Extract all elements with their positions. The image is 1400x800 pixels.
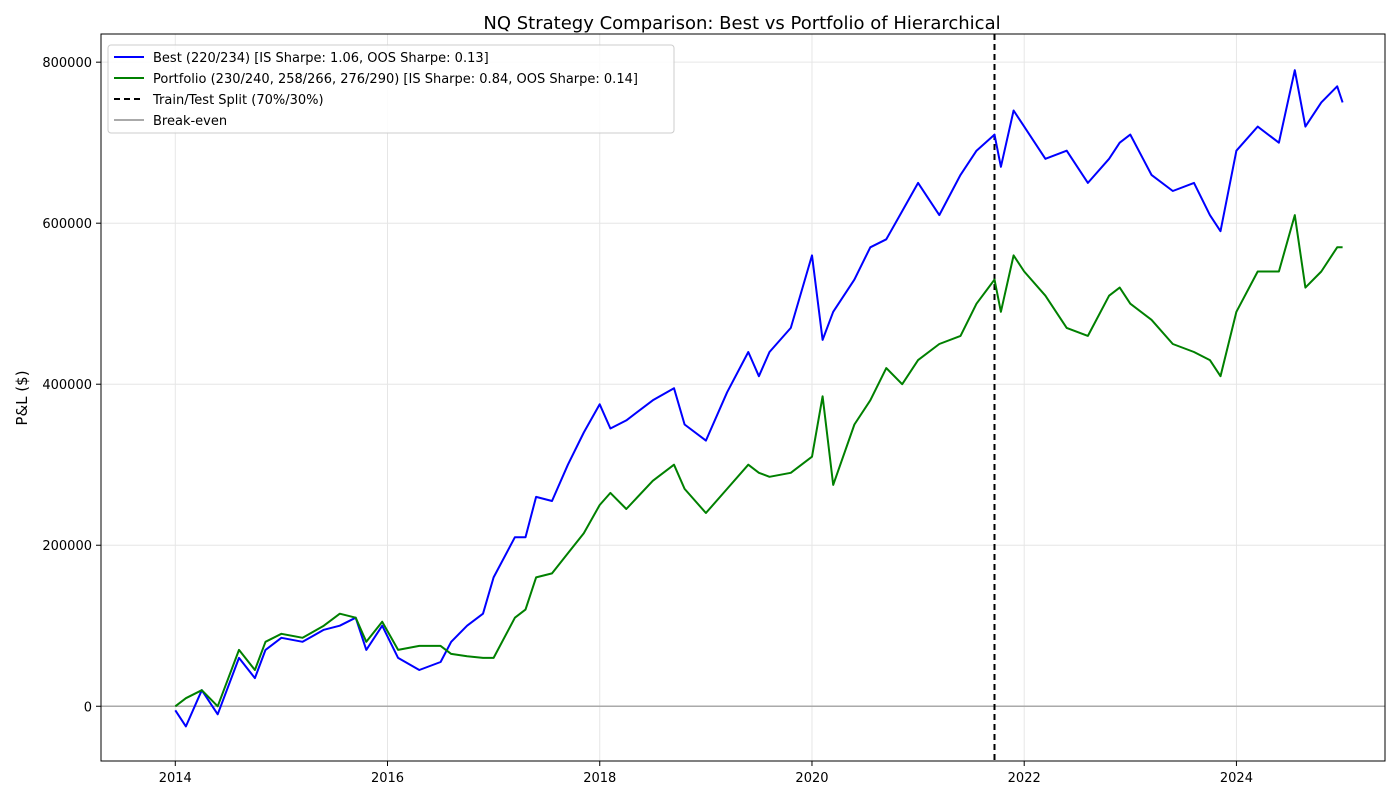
legend-label-portfolio: Portfolio (230/240, 258/266, 276/290) [I… <box>153 72 638 87</box>
x-tick-label: 2016 <box>371 771 404 786</box>
y-tick-label: 600000 <box>42 217 92 232</box>
y-tick-label: 200000 <box>42 539 92 554</box>
x-axis-ticks: 2014 2016 2018 2020 2022 2024 <box>159 761 1253 786</box>
legend: Best (220/234) [IS Sharpe: 1.06, OOS Sha… <box>107 44 675 134</box>
x-tick-label: 2020 <box>795 771 828 786</box>
x-tick-label: 2014 <box>159 771 192 786</box>
x-tick-label: 2022 <box>1008 771 1041 786</box>
y-axis-label: P&L ($) <box>13 370 31 425</box>
series-line-best <box>174 69 1344 728</box>
series-line-portfolio <box>174 214 1343 708</box>
legend-label-breakeven: Break-even <box>153 114 227 129</box>
chart-title: NQ Strategy Comparison: Best vs Portfoli… <box>483 13 1000 34</box>
y-tick-label: 400000 <box>42 378 92 393</box>
x-tick-label: 2024 <box>1220 771 1253 786</box>
y-axis-ticks: 0 200000 400000 600000 800000 <box>42 56 101 715</box>
y-tick-label: 0 <box>84 700 92 715</box>
legend-label-split: Train/Test Split (70%/30%) <box>152 93 324 108</box>
x-tick-label: 2018 <box>583 771 616 786</box>
reference-lines <box>101 34 1385 761</box>
grid-lines <box>101 34 1385 761</box>
legend-label-best: Best (220/234) [IS Sharpe: 1.06, OOS Sha… <box>153 51 489 66</box>
data-series <box>174 69 1344 728</box>
plot-frame <box>100 33 1386 762</box>
legend-box <box>107 44 675 134</box>
y-tick-label: 800000 <box>42 56 92 71</box>
